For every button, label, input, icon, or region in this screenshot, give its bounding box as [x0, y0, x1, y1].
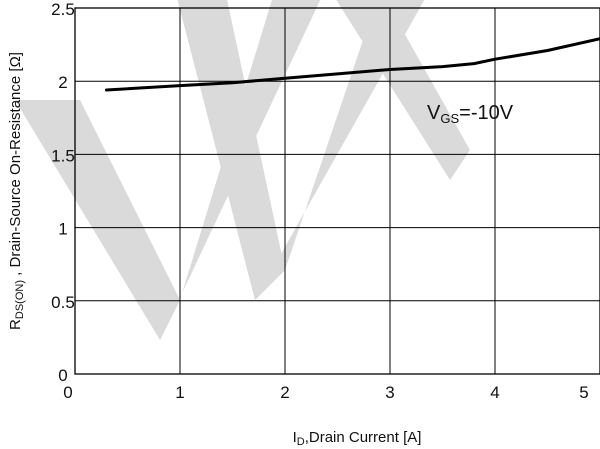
x-tick-label: 3 — [385, 383, 394, 402]
y-axis-title: RDS(ON) , Drain-Source On-Resistance [Ω] — [7, 52, 26, 330]
gridlines — [74, 7, 600, 375]
watermark-stroke-1 — [15, 100, 180, 340]
y-tick-label: 2.5 — [51, 0, 75, 19]
x-tick-label: 1 — [175, 383, 184, 402]
x-axis-title-rest: ,Drain Current [A] — [305, 429, 422, 446]
x-axis-title-main: I — [293, 429, 297, 446]
x-axis-title: ID,Drain Current [A] — [293, 429, 422, 448]
x-tick-label: 5 — [579, 383, 588, 402]
watermark-stroke-4 — [255, 0, 425, 300]
y-tick-label: 2 — [58, 73, 67, 92]
watermark — [15, 0, 470, 340]
x-tick-label: 2 — [280, 383, 289, 402]
x-tick-label: 4 — [490, 383, 499, 402]
y-tick-label: 0 — [58, 366, 67, 385]
x-axis-title-sub: D — [297, 436, 305, 448]
rdson-series-line — [105, 37, 600, 92]
vgs-annotation-main: V — [427, 102, 441, 124]
vgs-annotation-rest: =-10V — [459, 102, 514, 124]
tick-labels: 0 1 2 3 4 5 0 0.5 1 1.5 2 2.5 — [51, 0, 589, 402]
vgs-annotation: VGS=-10V — [427, 102, 514, 126]
y-axis-title-rest: , Drain-Source On-Resistance [Ω] — [7, 52, 24, 280]
vgs-annotation-sub: GS — [440, 111, 459, 126]
watermark-stroke-3 — [177, 0, 285, 300]
y-axis-title-sub: DS(ON) — [14, 280, 26, 319]
y-axis-title-main: R — [7, 319, 24, 330]
series-group — [105, 37, 600, 92]
watermark-stroke-5 — [336, 0, 470, 180]
y-tick-label: 0.5 — [51, 293, 75, 312]
y-tick-label: 1 — [58, 220, 67, 239]
y-tick-label: 1.5 — [51, 146, 75, 165]
x-tick-label: 0 — [63, 383, 72, 402]
